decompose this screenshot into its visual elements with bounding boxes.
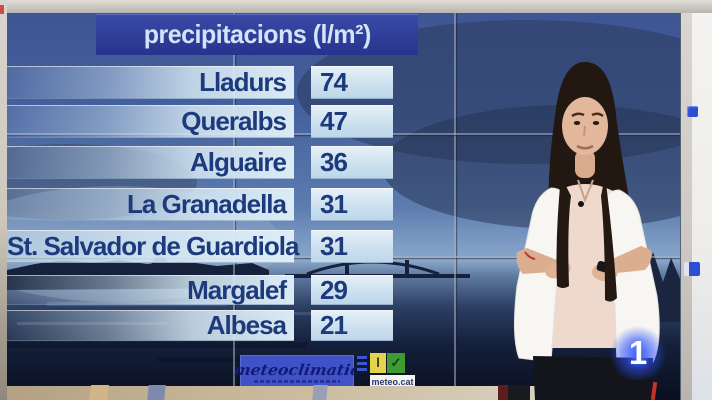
row-name: Albesa <box>7 310 294 341</box>
wall-blue-chip <box>687 106 698 117</box>
wall-blue-chip <box>684 262 700 276</box>
presenter-neck <box>575 150 595 178</box>
row-value: 36 <box>311 146 393 179</box>
meteoclimatic-wordmark: meteoclimatic <box>232 361 362 379</box>
row-value: 21 <box>311 310 393 341</box>
row-name: St. Salvador de Guardiola <box>7 230 299 263</box>
meteocat-bars-icon <box>357 356 367 373</box>
channel-one-logo: 1 <box>610 326 666 380</box>
row-name: Queralbs <box>7 105 294 138</box>
presenter-eyebrows <box>571 112 604 118</box>
presenter-mouth <box>576 144 594 150</box>
studio-white-wall <box>692 0 712 400</box>
row-value: 31 <box>311 188 393 221</box>
board-title-bar: precipitacions (l/m²) <box>96 14 418 55</box>
lapel-microphone <box>578 201 584 207</box>
meteoclimatic-logo: meteoclimatic <box>233 355 361 391</box>
red-marker <box>0 5 4 14</box>
row-name: Lladurs <box>7 66 294 99</box>
meteocat-logo: l ✓ meteo.cat <box>355 351 417 391</box>
bracelet <box>524 251 536 260</box>
channel-one-digit: 1 <box>628 334 648 371</box>
meteocat-yellow-icon: l <box>370 353 386 373</box>
row-name: Alguaire <box>7 146 294 179</box>
row-value: 29 <box>311 275 393 305</box>
studio-floor <box>0 386 540 400</box>
presenter <box>513 62 660 400</box>
row-name: Margalef <box>7 275 294 305</box>
floor-equipment <box>498 385 508 400</box>
board-title: precipitacions (l/m²) <box>143 19 371 49</box>
row-value: 74 <box>311 66 393 99</box>
meteoclimatic-subline <box>254 380 340 383</box>
row-name: La Granadella <box>7 188 294 221</box>
row-value: 47 <box>311 105 393 138</box>
wall-support-leg <box>88 385 110 400</box>
wall-support-leg <box>147 385 166 400</box>
panel-seam-vertical <box>454 13 456 386</box>
meteocat-green-icon: ✓ <box>387 353 405 373</box>
row-value: 31 <box>311 230 393 263</box>
meteocat-wordmark: meteo.cat <box>370 375 415 389</box>
wall-right-frame <box>681 12 692 400</box>
wall-left-frame <box>0 0 7 400</box>
floor-equipment <box>508 385 530 400</box>
wall-support-leg <box>312 385 328 400</box>
wall-top-frame <box>0 0 712 13</box>
